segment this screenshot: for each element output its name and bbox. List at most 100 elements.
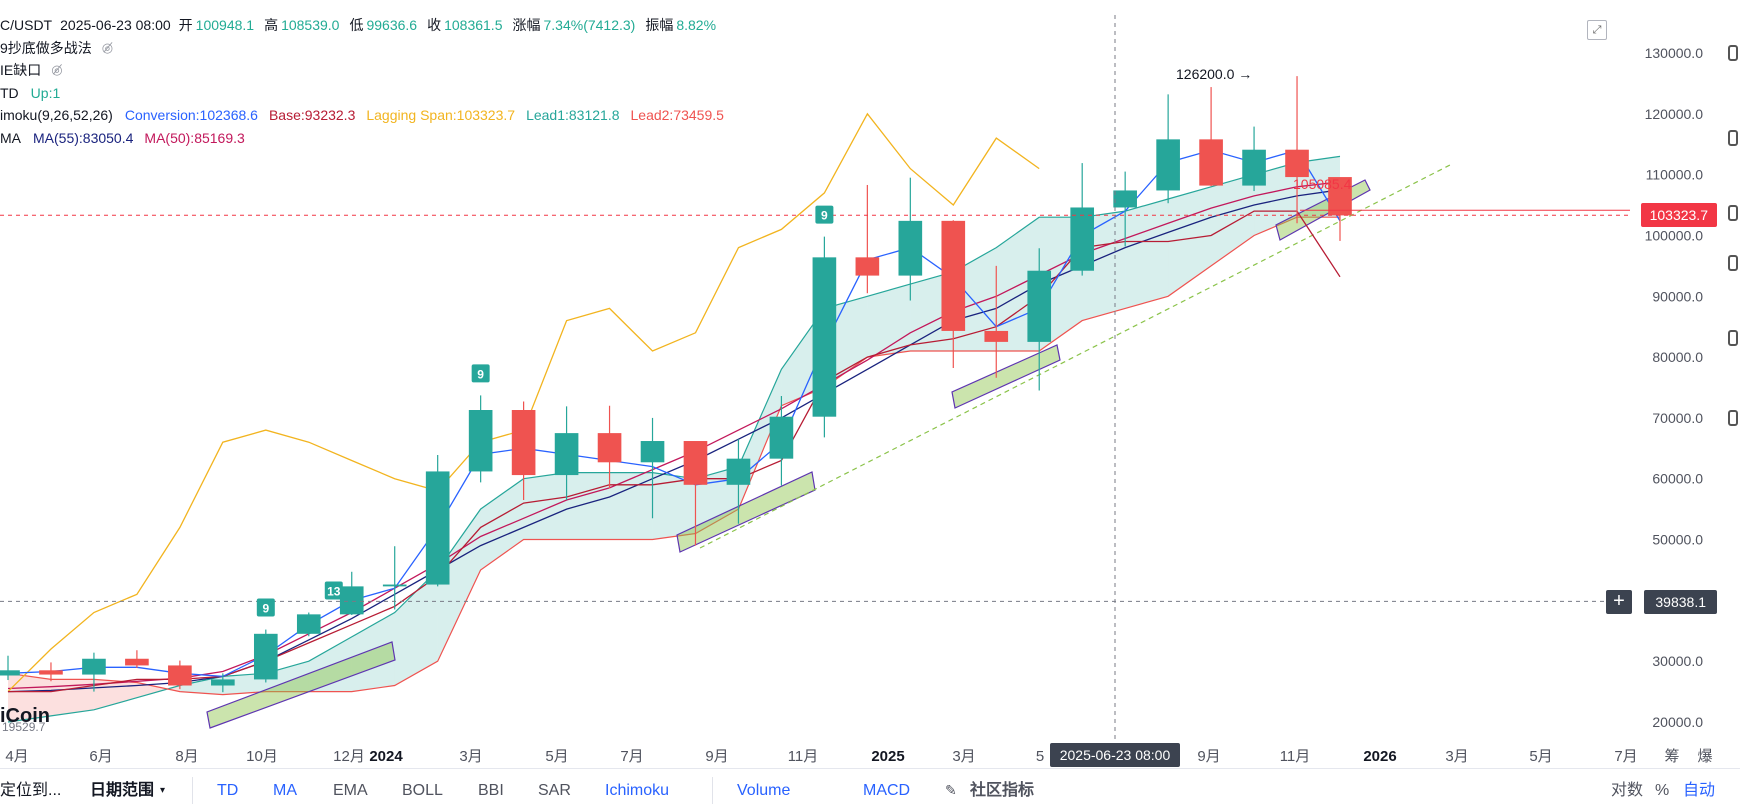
indicator-row-2[interactable]: IE缺口 ◎̸ bbox=[0, 59, 726, 82]
price-axis-label: 120000.0 bbox=[1645, 106, 1704, 122]
ma-name[interactable]: MA bbox=[0, 129, 21, 146]
time-axis-label: 2025 bbox=[871, 748, 904, 765]
volume-button[interactable]: Volume bbox=[737, 782, 791, 799]
tool-icon-1[interactable] bbox=[1728, 45, 1738, 61]
time-axis-label: 筹 bbox=[1664, 748, 1679, 765]
time-axis-label: 11月 bbox=[1280, 748, 1311, 765]
candle-body bbox=[597, 433, 622, 463]
indicator-name-2[interactable]: IE缺口 bbox=[0, 62, 42, 78]
td-row[interactable]: TD Up:1 bbox=[0, 82, 726, 105]
tool-icon-6[interactable] bbox=[1728, 410, 1738, 426]
ichimoku-cloud-segment bbox=[8, 673, 51, 722]
high-label: 高 bbox=[264, 17, 279, 33]
time-axis-label: 3月 bbox=[459, 748, 482, 765]
log-scale-button[interactable]: 对数 bbox=[1611, 782, 1644, 799]
time-axis-label: 9月 bbox=[1197, 748, 1220, 765]
time-axis-label: 9月 bbox=[705, 748, 728, 765]
tool-icon-5[interactable] bbox=[1728, 330, 1738, 346]
expand-icon[interactable]: ⤢ bbox=[1587, 20, 1607, 40]
time-axis-label: 7月 bbox=[1614, 748, 1637, 765]
ma50-line bbox=[7, 181, 1341, 690]
ma50-value: MA(50):85169.3 bbox=[144, 129, 245, 146]
ichimoku-cloud-segment bbox=[652, 472, 696, 540]
close-label: 收 bbox=[427, 17, 442, 33]
change-value: 7.34%(7412.3) bbox=[543, 17, 636, 33]
tool-icon-4[interactable] bbox=[1728, 255, 1738, 271]
time-axis-label: 12月 bbox=[333, 748, 365, 765]
ma-row[interactable]: MA MA(55):83050.4 MA(50):85169.3 bbox=[0, 127, 726, 150]
indicator-ma-button[interactable]: MA bbox=[273, 782, 297, 799]
td-sequence-label: 9 bbox=[821, 209, 828, 223]
indicator-td-button[interactable]: TD bbox=[217, 782, 239, 799]
time-axis-label: 7月 bbox=[620, 748, 643, 765]
indicator-ema-button[interactable]: EMA bbox=[333, 782, 368, 799]
td-sequence-label: 9 bbox=[477, 367, 484, 381]
lead2-line bbox=[7, 216, 1340, 696]
price-axis-label: 30000.0 bbox=[1652, 653, 1703, 669]
ichimoku-cloud-segment bbox=[437, 509, 481, 662]
candle-body bbox=[168, 665, 192, 686]
ichimoku-cloud-segment bbox=[265, 661, 309, 692]
community-indicator-icon[interactable]: ✎ bbox=[945, 782, 957, 798]
candle-body bbox=[82, 658, 106, 675]
trend-channel-box bbox=[951, 344, 1061, 409]
time-axis-label: 8月 bbox=[175, 748, 198, 765]
date-range-button[interactable]: 日期范围 bbox=[90, 782, 155, 799]
time-axis-label: 2024 bbox=[369, 748, 403, 765]
indicator-name-1[interactable]: 9抄底做多战法 bbox=[0, 39, 92, 56]
low-value: 99636.6 bbox=[366, 17, 418, 33]
percent-scale-button[interactable]: % bbox=[1655, 782, 1670, 799]
community-indicator-button[interactable]: 社区指标 bbox=[970, 782, 1035, 799]
indicator-ichimoku-button[interactable]: Ichimoku bbox=[605, 782, 670, 799]
ma55-value: MA(55):83050.4 bbox=[33, 129, 134, 146]
indicator-bbi-button[interactable]: BBI bbox=[478, 782, 504, 799]
indicator-sar-button[interactable]: SAR bbox=[538, 782, 571, 799]
price-axis-label: 80000.0 bbox=[1652, 349, 1703, 365]
ichimoku-cloud-segment bbox=[1168, 186, 1212, 297]
symbol-label: C/USDT bbox=[0, 17, 53, 33]
macd-button[interactable]: MACD bbox=[863, 782, 911, 799]
candle-body bbox=[1027, 270, 1052, 342]
time-axis-label: 爆 bbox=[1697, 748, 1712, 765]
eye-hidden-icon[interactable]: ◎̸ bbox=[51, 62, 63, 77]
ichimoku-cloud-segment bbox=[308, 636, 352, 692]
base-line bbox=[8, 210, 1341, 693]
candle-body bbox=[296, 614, 321, 634]
candle-body bbox=[941, 220, 966, 331]
candle-body bbox=[855, 257, 880, 276]
candle-body bbox=[1156, 139, 1180, 191]
watermark-logo: iCoin bbox=[0, 705, 50, 727]
candle-body bbox=[211, 679, 235, 686]
datetime-label: 2025-06-23 08:00 bbox=[60, 17, 171, 33]
chevron-down-icon[interactable]: ▾ bbox=[160, 785, 166, 796]
candle-body bbox=[125, 658, 149, 666]
add-alert-icon[interactable]: + bbox=[1606, 590, 1632, 614]
candle-body bbox=[425, 471, 450, 585]
price-axis-label: 70000.0 bbox=[1652, 410, 1703, 426]
change-label: 涨幅 bbox=[512, 17, 541, 33]
ichimoku-row[interactable]: imoku(9,26,52,26) Conversion:102368.6 Ba… bbox=[0, 104, 726, 127]
price-axis-label: 130000.0 bbox=[1645, 45, 1704, 61]
indicator-boll-button[interactable]: BOLL bbox=[402, 782, 443, 799]
ichimoku-cloud-segment bbox=[566, 472, 610, 540]
candle-body bbox=[1199, 139, 1223, 186]
tool-icon-2[interactable] bbox=[1728, 130, 1738, 146]
eye-hidden-icon[interactable]: ◎̸ bbox=[101, 39, 114, 55]
time-axis-label: 5月 bbox=[545, 748, 568, 765]
td-name[interactable]: TD bbox=[0, 84, 19, 101]
lead1-value: Lead1:83121.8 bbox=[526, 107, 620, 123]
base-value: Base:93232.3 bbox=[268, 107, 356, 123]
locate-button[interactable]: 定位到... bbox=[0, 782, 62, 799]
chart-canvas[interactable]: 130000.0 120000.0 110000.0 100000.0 90000.0 8… bbox=[0, 0, 1740, 768]
toolbar-divider bbox=[192, 777, 193, 804]
ichimoku-name[interactable]: imoku(9,26,52,26) bbox=[0, 107, 113, 123]
ichimoku-cloud-segment bbox=[394, 569, 438, 686]
tool-icon-3[interactable] bbox=[1728, 205, 1738, 221]
ohlc-row: C/USDT 2025-06-23 08:00 开 100948.1 高 10853… bbox=[0, 14, 726, 37]
indicator-row-1[interactable]: 9抄底做多战法 ◎̸ bbox=[0, 37, 726, 60]
price-axis-label: 110000.0 bbox=[1646, 167, 1704, 183]
candle-body bbox=[1113, 190, 1137, 208]
auto-scale-button[interactable]: 自动 bbox=[1683, 782, 1716, 799]
ichimoku-cloud-segment bbox=[523, 472, 567, 540]
